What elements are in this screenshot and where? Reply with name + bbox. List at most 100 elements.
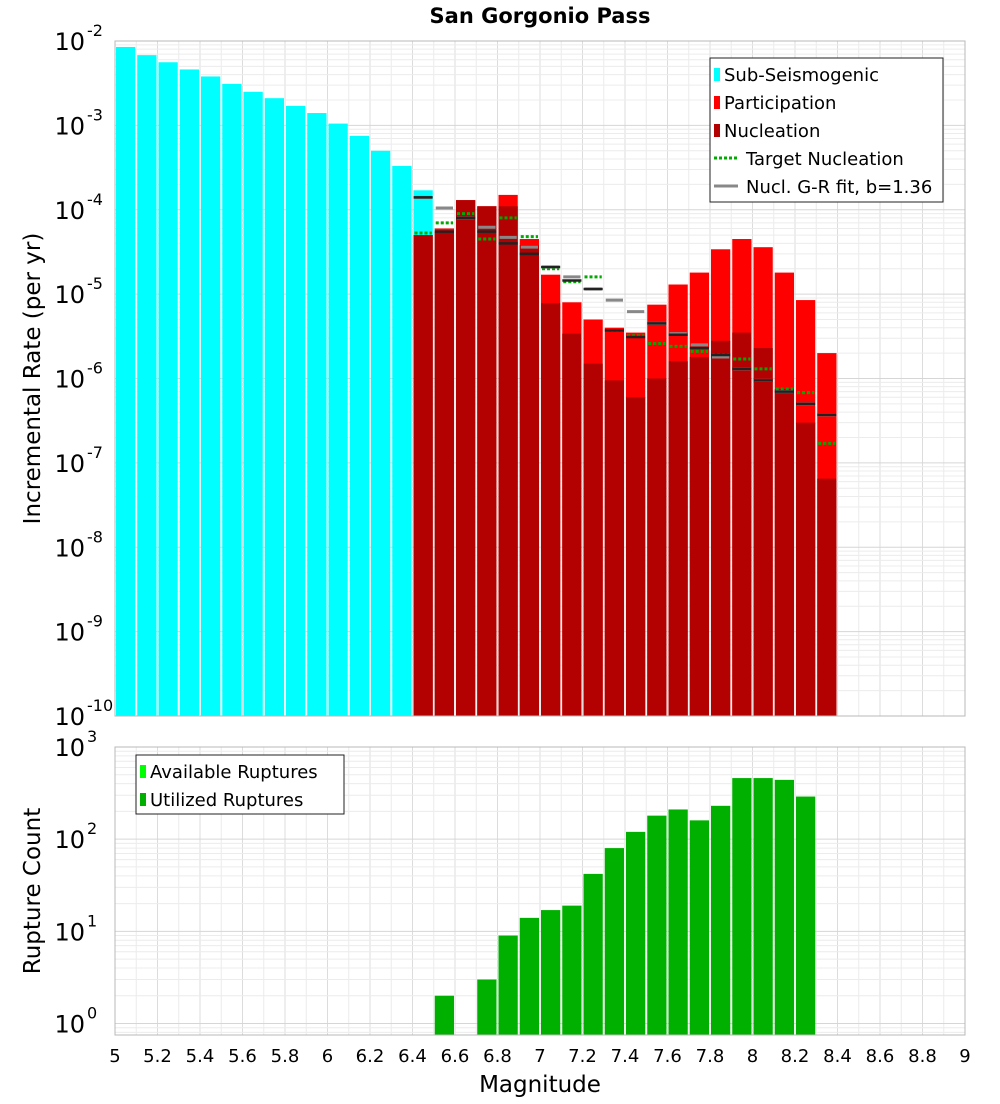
plot-frame <box>114 746 966 1036</box>
bar <box>158 62 178 716</box>
bar <box>732 778 752 1035</box>
x-tick-label: 6.6 <box>441 1046 470 1067</box>
x-tick-label: 7.2 <box>568 1046 597 1067</box>
bar <box>307 113 327 716</box>
y-tick-base: 10 <box>54 28 85 56</box>
legend-label: Target Nucleation <box>745 149 904 170</box>
bar <box>392 166 412 717</box>
bar <box>647 815 667 1035</box>
x-tick-label: 9 <box>959 1046 970 1067</box>
legend-label: Nucleation <box>724 121 820 142</box>
nucleation-marks <box>413 196 837 417</box>
series-2 <box>413 200 837 717</box>
x-tick-label: 7.4 <box>611 1046 640 1067</box>
bar <box>434 995 454 1035</box>
legend-box <box>135 754 345 815</box>
y-tick-exponent: 2 <box>87 819 97 838</box>
bar <box>626 397 646 716</box>
bar <box>711 340 731 716</box>
y-tick-label: 10 <box>54 450 85 478</box>
bar <box>562 333 582 716</box>
y-tick-label: 10 <box>54 112 85 140</box>
series-1 <box>434 778 816 1035</box>
bar <box>541 910 561 1035</box>
legend-label: Nucl. G-R fit, b=1.36 <box>746 177 932 198</box>
bar <box>753 778 773 1035</box>
legend-swatch <box>140 765 146 778</box>
y-tick-exponent: 1 <box>87 911 97 930</box>
bar <box>371 150 391 716</box>
y-tick-label: 10 <box>54 734 85 762</box>
x-tick-label: 5 <box>109 1046 120 1067</box>
bar <box>668 809 688 1035</box>
bar <box>286 105 306 717</box>
legend-label: Sub-Seismogenic <box>724 65 879 86</box>
bar <box>456 200 476 716</box>
y-tick-exponent: -7 <box>87 443 103 462</box>
x-tick-label: 6.8 <box>483 1046 512 1067</box>
y-tick-exponent: -9 <box>87 612 103 631</box>
x-tick-label: 7 <box>534 1046 545 1067</box>
x-tick-label: 5.6 <box>228 1046 257 1067</box>
x-tick-label: 8.4 <box>823 1046 852 1067</box>
count-chart: 10 010 110 210 35 5.2 5.4 5.6 5.8 6 6.2 6.4 6.6 6.8 7 7… <box>20 727 971 1098</box>
legend: Available Ruptures Utilized Ruptures <box>135 754 345 815</box>
bar <box>349 135 369 717</box>
y-tick-base: 10 <box>54 918 85 946</box>
legend-swatch <box>714 124 720 137</box>
y-tick-exponent: -10 <box>87 696 113 715</box>
bar <box>413 235 433 716</box>
bar <box>626 831 646 1035</box>
bar <box>477 206 497 716</box>
legend-swatch <box>714 68 720 81</box>
bar <box>604 380 624 716</box>
x-tick-label: 6 <box>322 1046 333 1067</box>
y-tick-base: 10 <box>54 366 85 394</box>
legend-swatch <box>714 96 720 109</box>
y-tick-exponent: -8 <box>87 527 103 546</box>
x-tick-label: 5.8 <box>271 1046 300 1067</box>
bar <box>689 820 709 1035</box>
bar <box>583 363 603 716</box>
legend-label: Utilized Ruptures <box>150 790 303 811</box>
bar <box>668 361 688 716</box>
bar <box>647 378 667 716</box>
y-tick-label: 10 <box>54 197 85 225</box>
legend-label: Available Ruptures <box>150 762 318 783</box>
y-tick-label: 10 <box>54 918 85 946</box>
bar <box>434 231 454 716</box>
bar <box>201 76 221 717</box>
y-tick-exponent: -2 <box>87 21 103 40</box>
bar <box>137 55 157 716</box>
bar <box>222 83 242 716</box>
y-tick-exponent: -3 <box>87 105 103 124</box>
y-tick-base: 10 <box>54 1010 85 1038</box>
bar <box>328 123 348 716</box>
y-tick-label: 10 <box>54 366 85 394</box>
y-tick-base: 10 <box>54 734 85 762</box>
y-tick-base: 10 <box>54 450 85 478</box>
bar <box>498 935 518 1035</box>
bar <box>562 905 582 1035</box>
x-tick-label: 5.2 <box>143 1046 172 1067</box>
y-tick-label: 10 <box>54 534 85 562</box>
bar <box>689 356 709 716</box>
x-tick-label: 7.8 <box>696 1046 725 1067</box>
y-tick-label: 10 <box>54 826 85 854</box>
bar <box>541 303 561 716</box>
bar <box>519 917 539 1035</box>
y-tick-label: 10 <box>54 703 85 731</box>
x-axis-label: Magnitude <box>479 1072 601 1098</box>
chart-title: San Gorgonio Pass <box>430 4 651 28</box>
y-tick-exponent: -5 <box>87 274 103 293</box>
bar <box>817 478 837 716</box>
bar <box>774 779 794 1035</box>
y-tick-base: 10 <box>54 703 85 731</box>
y-tick-exponent: 0 <box>87 1003 97 1022</box>
bar <box>519 245 539 717</box>
